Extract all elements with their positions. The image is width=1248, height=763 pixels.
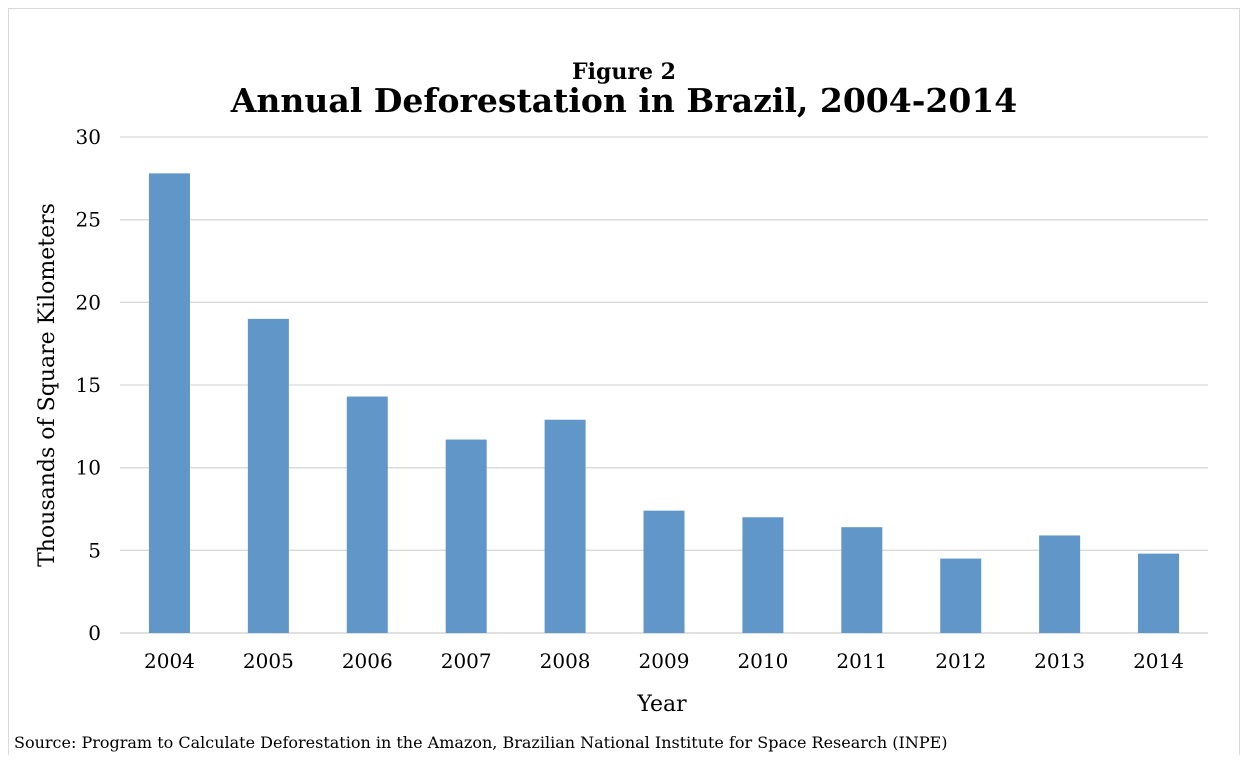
x-tick-label: 2011	[836, 649, 887, 673]
y-axis-label: Thousands of Square Kilometers	[35, 203, 60, 567]
x-tick-label: 2007	[441, 649, 492, 673]
x-tick-label: 2004	[144, 649, 195, 673]
y-tick-label: 20	[76, 290, 101, 314]
chart-frame	[8, 8, 1240, 755]
y-tick-label: 15	[76, 373, 101, 397]
y-tick-label: 10	[76, 456, 101, 480]
y-tick-label: 30	[76, 125, 101, 149]
y-tick-labels: 0 5 10 15 20 25 30	[76, 125, 101, 645]
bars	[148, 173, 1180, 633]
y-tick-label: 5	[88, 538, 101, 562]
x-tick-label: 2008	[540, 649, 591, 673]
bar-2010	[742, 517, 784, 633]
x-tick-label: 2006	[342, 649, 393, 673]
figure-label: Figure 2	[572, 59, 676, 85]
x-tick-label: 2014	[1133, 649, 1184, 673]
x-tick-label: 2009	[639, 649, 690, 673]
x-tick-label: 2005	[243, 649, 294, 673]
bar-2013	[1039, 535, 1081, 633]
x-tick-label: 2013	[1034, 649, 1085, 673]
bar-2006	[346, 396, 388, 633]
x-tick-labels: 2004 2005 2006 2007 2008 2009 2010 2011 2012 2013…	[144, 649, 1184, 673]
bar-2011	[841, 527, 883, 633]
x-axis-label: Year	[636, 692, 687, 717]
bar-2008	[544, 419, 586, 633]
y-tick-label: 0	[88, 621, 101, 645]
source-note: Source: Program to Calculate Deforestati…	[14, 733, 948, 752]
bar-2005	[247, 318, 289, 633]
bar-2007	[445, 439, 487, 633]
x-tick-label: 2012	[935, 649, 986, 673]
x-tick-label: 2010	[737, 649, 788, 673]
bar-2014	[1138, 553, 1180, 633]
bar-2012	[940, 558, 982, 633]
bar-2009	[643, 510, 685, 633]
chart-title: Annual Deforestation in Brazil, 2004-201…	[230, 81, 1018, 120]
bar-2004	[148, 173, 190, 633]
y-tick-label: 25	[76, 208, 101, 232]
